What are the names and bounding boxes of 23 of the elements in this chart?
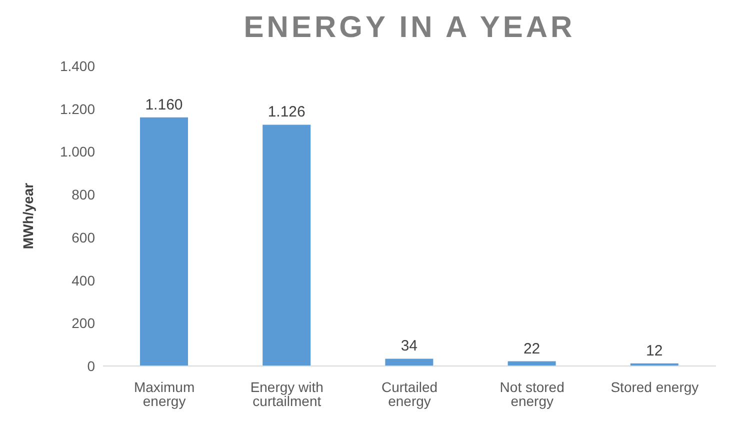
x-tick-label: Maximum energy (134, 378, 195, 409)
x-tick-label: Stored energy (610, 378, 699, 395)
data-label: 34 (400, 338, 418, 355)
data-label: 12 (646, 342, 663, 360)
y-tick-label: 800 (72, 186, 96, 203)
y-tick-label: 600 (72, 229, 96, 246)
x-tick-label: Curtailed energy (381, 378, 438, 409)
bar (262, 124, 311, 366)
x-tick-label: Energy with curtailment (250, 378, 324, 409)
data-label: 1.126 (268, 104, 306, 121)
y-tick-label: 1.200 (60, 100, 96, 117)
y-tick-label: 1.400 (60, 58, 96, 74)
y-axis-title: MWh/year (20, 182, 36, 250)
data-label: 1.160 (145, 96, 183, 114)
chart-title: ENERGY IN A YEAR (242, 10, 576, 46)
y-tick-label: 0 (87, 358, 96, 374)
data-label: 22 (523, 340, 540, 358)
bar (385, 358, 434, 366)
y-tick-label: 1.000 (60, 144, 96, 160)
y-tick-label: 400 (72, 272, 96, 288)
bar (140, 117, 188, 366)
x-tick-label: Not stored energy (500, 378, 564, 409)
y-tick-label: 200 (72, 315, 96, 332)
